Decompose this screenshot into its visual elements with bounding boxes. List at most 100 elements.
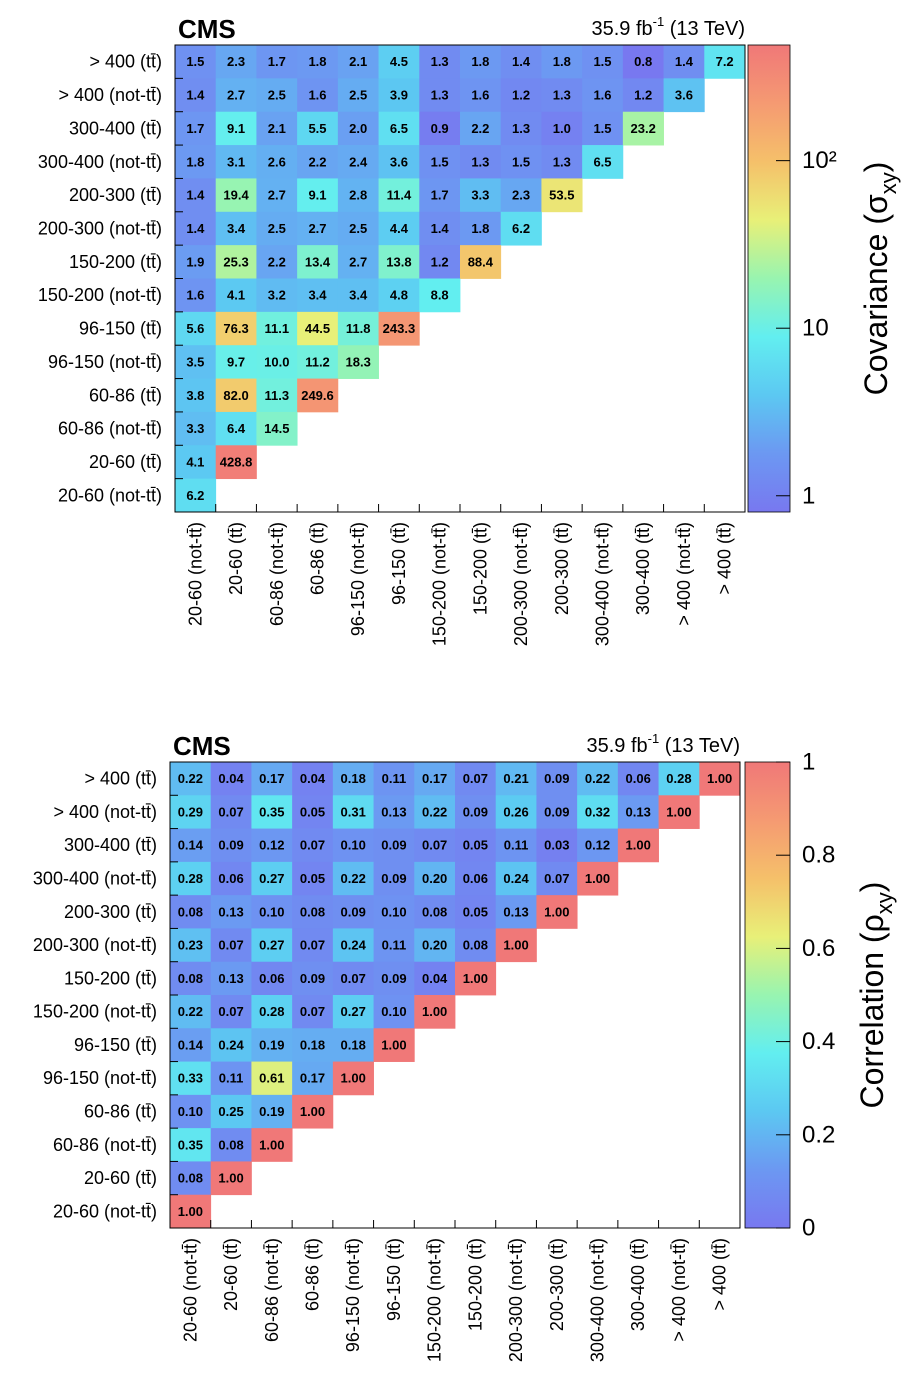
cell [577,795,619,829]
cell-label: 9.1 [227,121,245,136]
cell-label: 0.17 [422,771,447,786]
cell [373,861,415,896]
cell-label: 1.6 [471,88,489,103]
cell [460,111,502,146]
cell-label: 0.32 [585,804,610,819]
cell-label: 1.4 [186,221,205,236]
cell-label: 1.6 [593,88,611,103]
cell [373,795,415,829]
y-tick-label: 150-200 (tt̄) [64,968,157,988]
cell-label: 0.13 [218,904,243,919]
cell [297,111,339,146]
cell-label: 0.61 [259,1071,284,1086]
cell [582,145,624,179]
cell [541,45,583,79]
cell-label: 243.3 [383,321,416,336]
cell [378,45,420,79]
cell-label: 2.5 [349,88,367,103]
cell [373,762,415,796]
y-tick-label: 20-60 (tt̄) [84,1168,157,1188]
cell-label: 1.00 [178,1204,203,1219]
cell [378,111,420,146]
cell [378,211,420,246]
lumi: 35.9 fb-1 (13 TeV) [586,731,740,757]
cell-label: 11.2 [305,354,330,369]
z-tick-label: 1 [802,482,815,509]
cell-label: 1.00 [300,1104,325,1119]
cell [663,45,705,79]
cell [170,1028,212,1062]
cell [251,1128,293,1162]
cell-label: 2.2 [268,254,286,269]
cell-label: 1.00 [544,904,569,919]
cell [210,1028,252,1062]
cell-label: 1.2 [431,254,449,269]
cell-label: 82.0 [223,388,248,403]
cell [419,211,461,246]
cell [256,311,298,346]
z-tick-label: 0.8 [802,842,835,869]
cell-label: 0.24 [341,938,367,953]
cell [337,111,379,146]
lumi-part: 35.9 fb [586,735,647,757]
cell [297,45,339,79]
x-tick-label: 200-300 (not-tt̄) [506,1238,526,1362]
cell-label: 1.4 [186,88,205,103]
cell-label: 3.9 [390,88,408,103]
cell [170,861,212,896]
lumi-part: -1 [653,14,665,29]
cell-label: 1.00 [463,971,488,986]
cell-label: 9.1 [308,188,326,203]
cell-label: 11.1 [264,321,289,336]
cell [337,345,379,379]
cell-label: 0.05 [463,904,488,919]
cell-label: 0.08 [218,1137,243,1152]
cell-label: 0.28 [178,871,203,886]
x-tick-label: 200-300 (tt̄) [552,522,572,615]
cell-label: 1.5 [512,154,530,169]
colorbar [747,44,791,513]
colorbar-label: Correlation (ρxy) [854,882,897,1109]
cell [337,145,379,179]
cell-label: 2.1 [349,54,367,69]
lumi-part: -1 [648,731,660,746]
cell [495,795,537,829]
cell-label: 6.5 [593,154,611,169]
cell-label: 1.00 [259,1137,284,1152]
cell-label: 0.09 [381,838,406,853]
cell [170,828,212,863]
x-tick-label: 200-300 (not-tt̄) [511,522,531,646]
cell [622,45,664,79]
cell-label: 1.3 [553,88,571,103]
cell-label: 23.2 [631,121,656,136]
cell-label: 5.6 [186,321,204,336]
cell [373,928,415,963]
cell-label: 2.0 [349,121,367,136]
cell [292,928,334,963]
cell [175,478,217,513]
cell [622,111,664,146]
cell [582,45,624,79]
cell [292,828,334,863]
cell [256,211,298,246]
cell [536,861,578,896]
cell-label: 1.00 [666,804,691,819]
cell [536,795,578,829]
cell-label: 1.4 [512,54,531,69]
cell-label: 7.2 [716,54,734,69]
cell-label: 0.05 [300,871,325,886]
cell [175,445,217,480]
cell-label: 0.07 [463,771,488,786]
cell [541,78,583,113]
title: CMS [178,14,236,44]
cell-label: 0.08 [300,904,325,919]
cell-label: 3.1 [227,154,245,169]
cell [292,861,334,896]
cell [500,178,542,213]
cell [541,111,583,146]
cell-label: 0.13 [626,804,651,819]
cell [297,211,339,246]
y-tick-label: > 400 (not-tt̄) [53,802,157,822]
cell-label: 0.09 [381,971,406,986]
